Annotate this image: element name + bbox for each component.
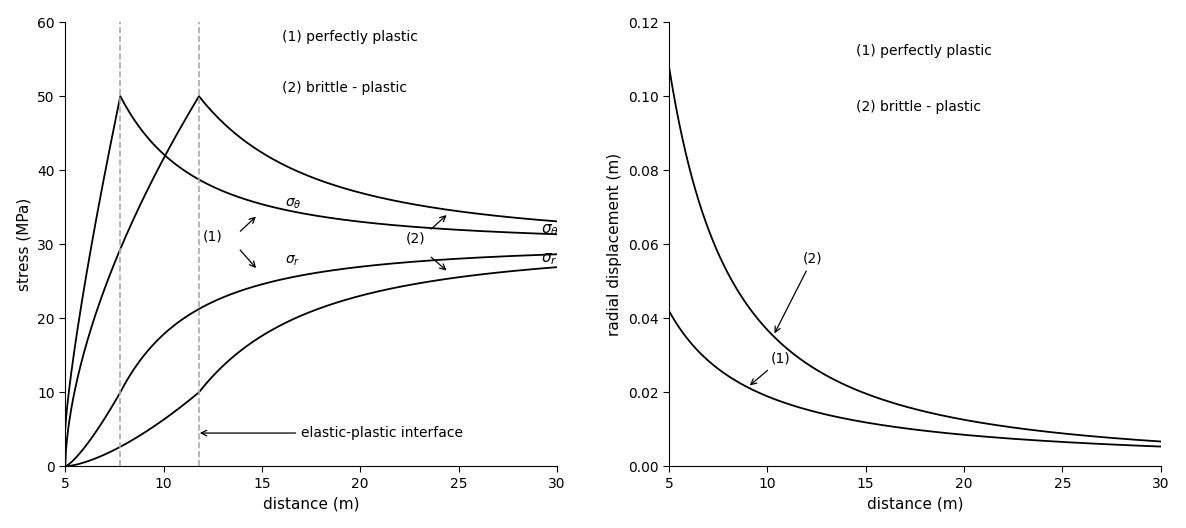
Y-axis label: stress (MPa): stress (MPa) <box>17 197 32 291</box>
X-axis label: distance (m): distance (m) <box>867 496 963 511</box>
Text: $\sigma_r$: $\sigma_r$ <box>541 251 557 267</box>
Text: $\sigma_\theta$: $\sigma_\theta$ <box>541 222 559 238</box>
Text: $\sigma_r$: $\sigma_r$ <box>286 253 301 268</box>
Text: (1): (1) <box>751 352 791 384</box>
Text: elastic-plastic interface: elastic-plastic interface <box>202 426 464 440</box>
X-axis label: distance (m): distance (m) <box>263 496 359 511</box>
Text: (2): (2) <box>406 231 425 246</box>
Text: (2) brittle - plastic: (2) brittle - plastic <box>281 81 407 96</box>
Text: $\sigma_\theta$: $\sigma_\theta$ <box>286 196 302 211</box>
Text: (1) perfectly plastic: (1) perfectly plastic <box>281 30 417 44</box>
Text: (1): (1) <box>203 230 223 244</box>
Text: (2) brittle - plastic: (2) brittle - plastic <box>856 100 981 114</box>
Text: (1) perfectly plastic: (1) perfectly plastic <box>856 44 991 59</box>
Text: (2): (2) <box>776 252 822 332</box>
Y-axis label: radial displacement (m): radial displacement (m) <box>607 153 623 336</box>
